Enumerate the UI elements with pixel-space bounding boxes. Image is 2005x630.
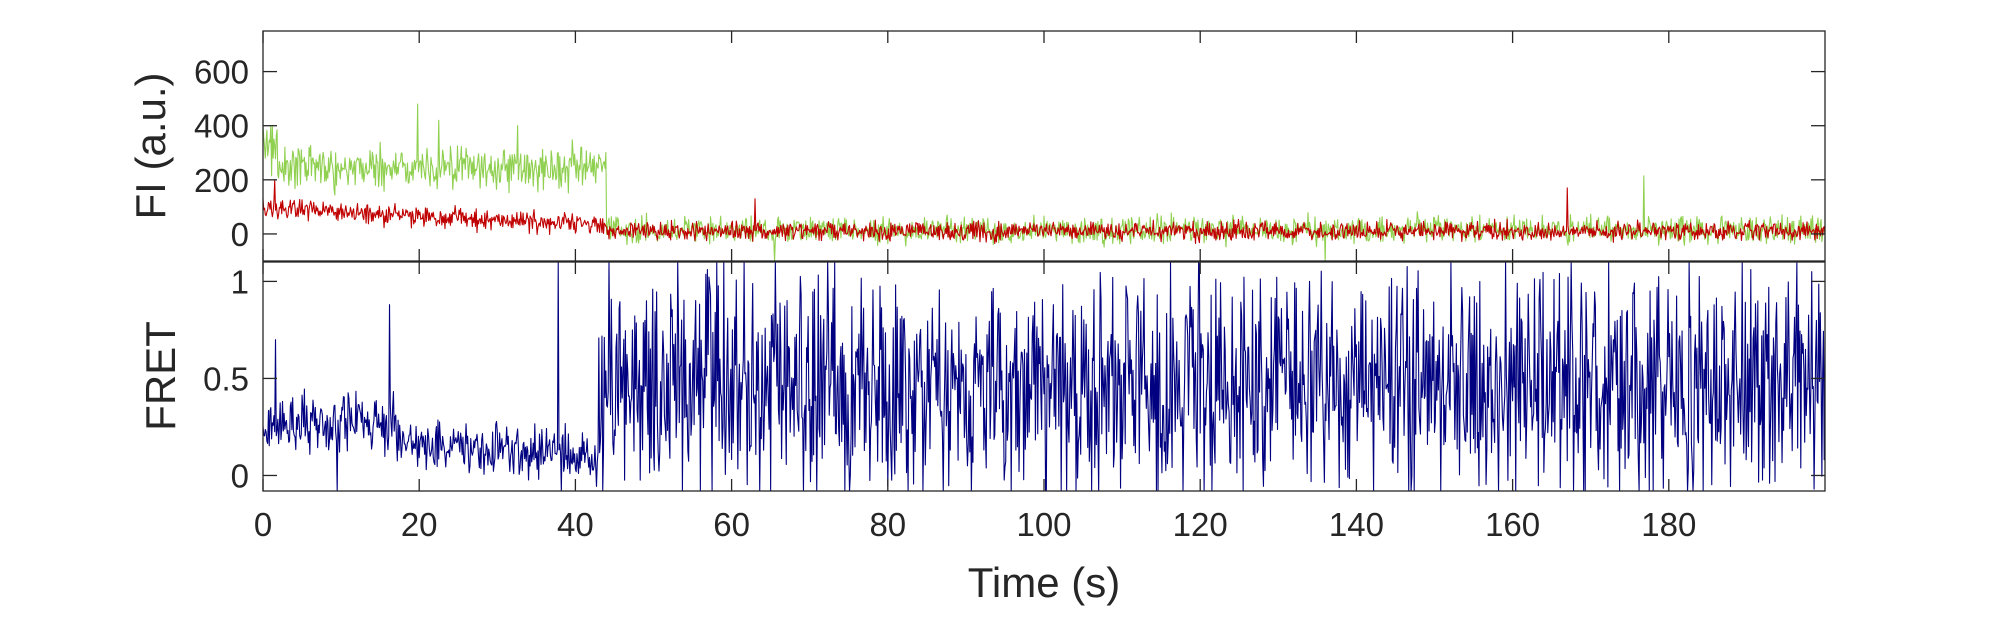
x-tick-label: 80	[869, 506, 906, 543]
fluorescence-panel: 0 200 400 600 FI (a.u.)	[127, 30, 1826, 262]
x-tick-label: 100	[1016, 506, 1071, 543]
series-group	[263, 262, 1825, 491]
y-axis-label: FRET	[137, 321, 184, 431]
y-tick-label: 0	[231, 457, 249, 494]
x-axis-label: Time (s)	[968, 559, 1120, 606]
y-axis-label: FI (a.u.)	[127, 72, 174, 219]
x-tick-label: 60	[713, 506, 750, 543]
fret-panel: 0 0.5 1 0 20 40 60 80 100 120 140 160 180 FRET Time …	[137, 261, 1826, 606]
y-tick-label: 400	[194, 108, 249, 145]
axes-box	[262, 261, 1826, 492]
series-line-1	[263, 179, 1825, 245]
x-tick-label: 40	[557, 506, 594, 543]
y-tick-label: 1	[231, 263, 249, 300]
y-tick-label: 200	[194, 162, 249, 199]
x-tick-label: 0	[254, 506, 272, 543]
y-tick-label: 600	[194, 54, 249, 91]
x-tick-label: 20	[401, 506, 438, 543]
x-tick-label: 160	[1485, 506, 1540, 543]
x-tick-label: 120	[1173, 506, 1228, 543]
tick-group: 0 200 400 600	[194, 31, 1825, 261]
axes-box	[262, 30, 1826, 262]
series-line-0	[263, 262, 1825, 491]
y-tick-label: 0	[231, 216, 249, 253]
y-tick-label: 0.5	[203, 360, 249, 397]
tick-group: 0 0.5 1 0 20 40 60 80 100 120 140 160 180	[203, 262, 1825, 543]
series-group	[263, 103, 1825, 261]
x-tick-label: 180	[1641, 506, 1696, 543]
x-tick-label: 140	[1329, 506, 1384, 543]
